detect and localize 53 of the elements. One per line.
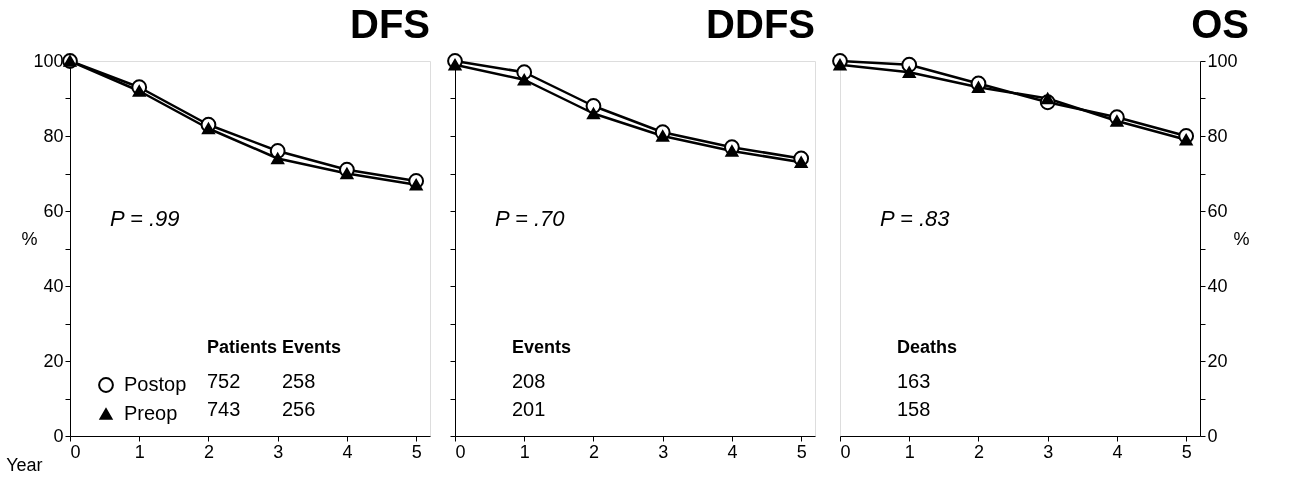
x-tick-label: 2 [973, 441, 984, 462]
x-tick-label: 1 [904, 441, 915, 462]
y-tick-label: 60 [1207, 200, 1228, 221]
annotation: 208 [512, 370, 546, 392]
x-tick-label: 0 [70, 441, 81, 462]
legend-label: Preop [124, 402, 178, 424]
x-tick-label: 2 [203, 441, 214, 462]
x-axis-title: Year [6, 454, 43, 475]
chart-title: DFS [350, 2, 430, 47]
annotation: 752 [207, 370, 241, 392]
annotation: P = .83 [880, 205, 951, 231]
x-tick-label: 5 [411, 441, 422, 462]
x-tick-label: 2 [588, 441, 599, 462]
chart-title: DDFS [706, 2, 815, 47]
y-tick-label: 80 [1207, 125, 1228, 146]
x-tick-label: 4 [727, 441, 738, 462]
y-tick-label: 0 [1207, 425, 1218, 446]
annotation: 163 [897, 370, 931, 392]
annotation: P = .99 [110, 205, 180, 231]
x-tick-label: 3 [658, 441, 669, 462]
x-tick-label: 3 [273, 441, 284, 462]
y-tick-label: 20 [43, 350, 64, 371]
x-tick-label: 1 [519, 441, 530, 462]
x-tick-label: 5 [796, 441, 807, 462]
y-axis-title: % [1233, 229, 1250, 249]
y-tick-label: 20 [1207, 350, 1228, 371]
y-tick-label: 0 [53, 425, 64, 446]
x-tick-label: 4 [342, 441, 353, 462]
annotation: Events [282, 337, 342, 357]
annotation: 743 [207, 398, 241, 420]
annotation: 158 [897, 398, 931, 420]
x-tick-label: 1 [134, 441, 145, 462]
annotation: 258 [282, 370, 316, 392]
x-tick-label: 0 [840, 441, 851, 462]
y-axis-title: % [21, 229, 38, 249]
chart-title: OS [1191, 2, 1250, 47]
annotation: 256 [282, 398, 316, 420]
annotation: Deaths [897, 337, 958, 357]
x-tick-label: 3 [1043, 441, 1054, 462]
y-tick-label: 40 [43, 275, 64, 296]
annotation: Patients [207, 337, 278, 357]
annotation: Events [512, 337, 572, 357]
annotation: P = .70 [495, 205, 566, 231]
x-tick-label: 0 [455, 441, 466, 462]
annotation: 201 [512, 398, 546, 420]
y-tick-label: 100 [33, 50, 64, 71]
legend-label: Postop [124, 373, 187, 395]
x-tick-label: 4 [1112, 441, 1123, 462]
y-tick-label: 40 [1207, 275, 1228, 296]
x-tick-label: 5 [1181, 441, 1192, 462]
y-tick-label: 100 [1207, 50, 1238, 71]
y-tick-label: 80 [43, 125, 64, 146]
y-tick-label: 60 [43, 200, 64, 221]
